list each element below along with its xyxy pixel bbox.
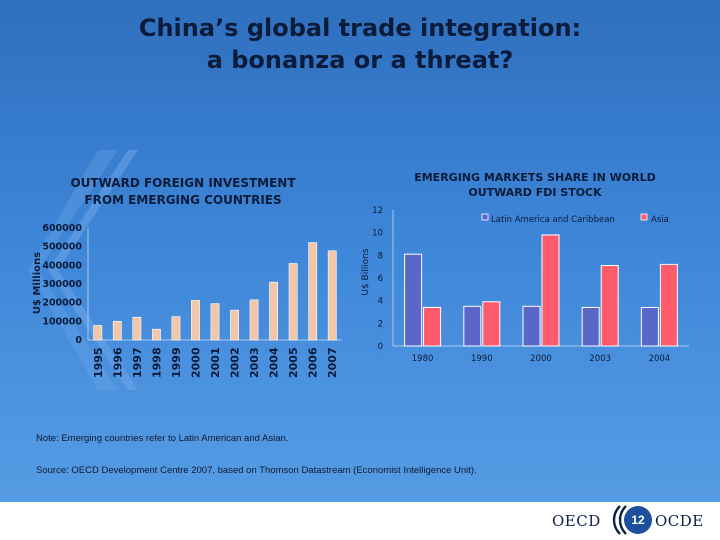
- title-line-2: a bonanza or a threat?: [206, 46, 514, 74]
- chart1-bar: [249, 299, 259, 341]
- chart2-y-tick-label: 8: [378, 251, 383, 261]
- legend-label-asia: Asia: [651, 215, 669, 225]
- chart1-bar: [191, 300, 200, 341]
- legend-label-latin-america: Latin America and Caribbean: [491, 215, 615, 225]
- chart1-y-tick-label: 300000: [42, 279, 82, 290]
- chart1-y-tick-label: 0: [75, 335, 82, 346]
- chart2-bar: [581, 306, 600, 347]
- chart1-x-tick-label: 2006: [307, 347, 320, 378]
- decorative-chevron-icon: [28, 150, 138, 390]
- chart2-legend: Latin America and Caribbean Asia: [481, 213, 669, 225]
- chart2-bar: [482, 301, 501, 347]
- title-line-1: China’s global trade integration:: [138, 14, 582, 42]
- chart2-x-tick-label: 2003: [589, 354, 611, 364]
- chart1-bar: [112, 321, 122, 341]
- footer-oecd-text: OECD: [552, 512, 601, 530]
- footer-ocde-text: OCDE: [655, 512, 704, 530]
- chart1-title-line-1: OUTWARD FOREIGN INVESTMENT: [70, 176, 296, 190]
- chart2-y-tick-label: 0: [378, 342, 383, 352]
- legend-swatch-latin-america: [481, 213, 489, 221]
- footer-bar: OECD OCDE: [0, 502, 720, 540]
- chart1-bar: [151, 328, 161, 341]
- chart2-bar: [404, 253, 423, 347]
- chart1-y-tick-label: 100000: [42, 316, 82, 327]
- chart2-y-tick-label: 4: [378, 297, 383, 307]
- chart1-bar: [230, 309, 239, 341]
- chart1-x-tick-label: 2002: [229, 347, 242, 378]
- chart2-y-tick-label: 12: [372, 206, 383, 216]
- chart2-y-tick-label: 6: [378, 274, 383, 284]
- chart1-x-tick-label: 1997: [131, 347, 144, 378]
- chart1-y-tick-label: 400000: [42, 260, 82, 271]
- chart2-y-tick-label: 2: [378, 319, 383, 329]
- chart1-x-tick-label: 1996: [111, 347, 124, 378]
- chart1-bar: [308, 242, 318, 341]
- chart2-x-tick-label: 2004: [649, 354, 671, 364]
- chart1-x-tick-label: 1995: [92, 347, 105, 378]
- chart2-y-axis-label: U$ Billions: [361, 248, 371, 296]
- chart1-bar: [327, 250, 337, 341]
- chart1-plot: 0 100000 200000 300000 400000 500000 600000 199…: [42, 223, 342, 378]
- chart2-x-tick-label: 1980: [412, 354, 434, 364]
- oecd-logo-icon: [612, 505, 627, 535]
- chart1-x-tick-label: 2007: [326, 347, 339, 378]
- chart1-x-tick-label: 2000: [189, 347, 202, 378]
- chart1-y-tick-label: 500000: [42, 242, 82, 253]
- chart1-y-axis-label: U$ Millions: [32, 252, 43, 314]
- chart1-x-tick-label: 1999: [170, 347, 183, 378]
- chart2-plot: 0 2 4 6 8 10 12 1980 1990 2000 2003 2004: [372, 206, 689, 364]
- chart2-bar: [659, 263, 678, 347]
- chart2-bar: [522, 305, 541, 347]
- slide-title: China’s global trade integration: a bona…: [0, 12, 720, 76]
- chart1-x-tick-label: 2003: [248, 347, 261, 378]
- chart1-x-tick-label: 2005: [287, 347, 300, 378]
- chart1-bar: [132, 316, 142, 341]
- chart1-x-tick-label: 2004: [268, 347, 281, 378]
- chart1-bar: [93, 325, 103, 341]
- chart1-x-tick-label: 1998: [150, 347, 163, 378]
- note-text: Note: Emerging countries refer to Latin …: [36, 433, 289, 444]
- chart2-x-tick-label: 2000: [530, 354, 552, 364]
- chart2-title-line-2: OUTWARD FDI STOCK: [468, 186, 602, 199]
- chart2-bar: [423, 306, 442, 347]
- chart1-bar: [269, 281, 279, 341]
- page-number-badge: 12: [624, 506, 652, 534]
- chart2-y-tick-label: 10: [372, 229, 383, 239]
- chart1-bar: [171, 316, 181, 341]
- legend-swatch-asia: [640, 213, 648, 221]
- chart1-x-tick-label: 2001: [209, 347, 222, 378]
- chart2-bar: [600, 265, 619, 347]
- chart2-bar: [463, 305, 482, 347]
- source-text: Source: OECD Development Centre 2007, ba…: [36, 465, 477, 476]
- chart2-title-line-1: EMERGING MARKETS SHARE IN WORLD: [414, 171, 656, 184]
- chart1-title-line-2: FROM EMERGING COUNTRIES: [84, 193, 281, 207]
- chart2-bar: [541, 234, 560, 347]
- chart2-x-tick-label: 1990: [471, 354, 493, 364]
- chart2-bar: [640, 306, 659, 347]
- chart1-y-tick-label: 200000: [42, 298, 82, 309]
- chart1-bar: [210, 303, 220, 341]
- chart1-bar: [288, 263, 298, 341]
- chart1-y-tick-label: 600000: [42, 223, 82, 234]
